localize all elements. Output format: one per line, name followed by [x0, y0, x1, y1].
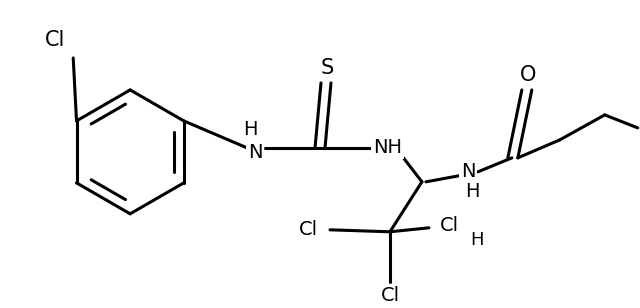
Text: NH: NH [374, 138, 403, 157]
Text: Cl: Cl [380, 286, 399, 305]
Text: N: N [248, 143, 262, 162]
Text: H: H [470, 231, 484, 249]
Text: Cl: Cl [45, 30, 65, 50]
Text: S: S [321, 58, 333, 78]
Text: N: N [461, 162, 475, 181]
Text: H: H [243, 120, 257, 140]
Text: Cl: Cl [440, 216, 460, 235]
Text: H: H [466, 182, 480, 201]
Text: Cl: Cl [298, 220, 317, 239]
Text: O: O [520, 65, 536, 85]
